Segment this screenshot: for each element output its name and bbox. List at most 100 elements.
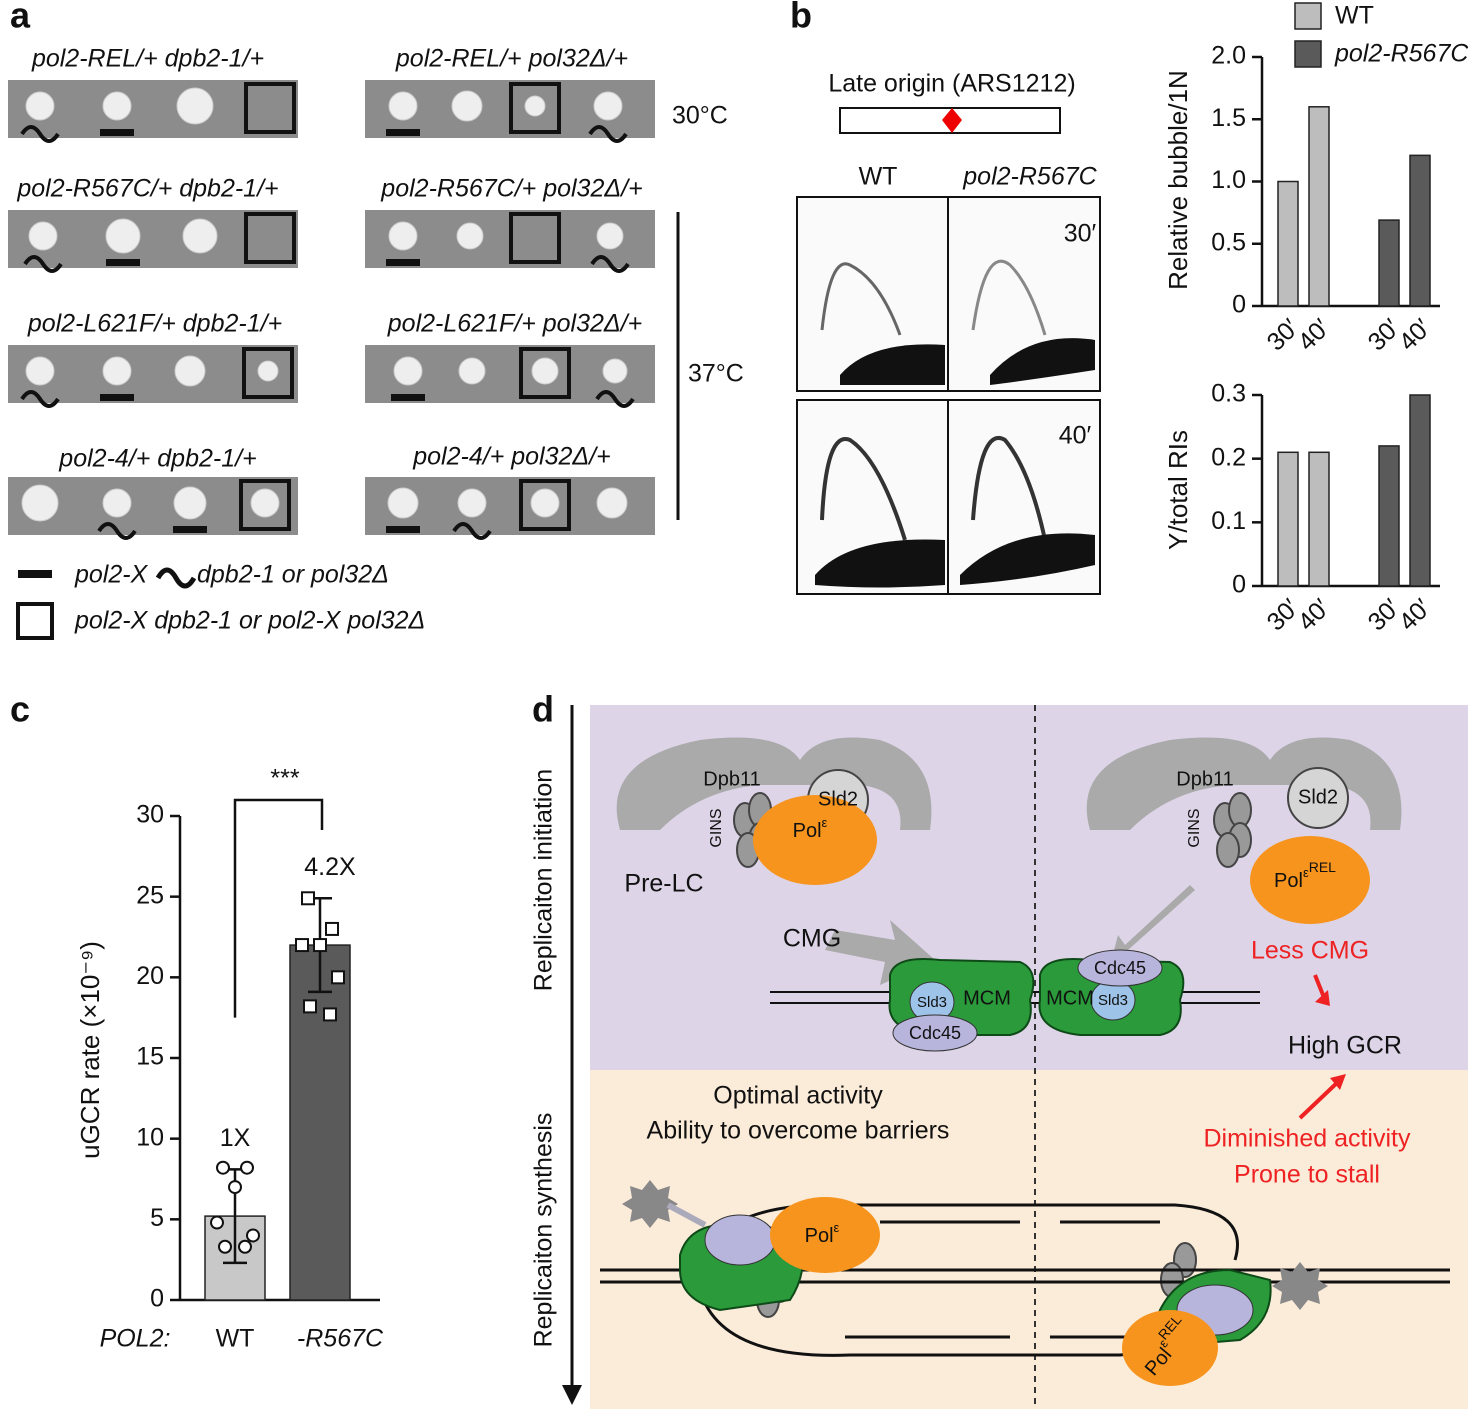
colony [28, 221, 58, 251]
x-tick-label: WT [216, 1325, 255, 1353]
x-tick-label: -R567C [297, 1325, 384, 1353]
data-point [325, 921, 339, 936]
pol: Pol [1274, 870, 1303, 892]
label: Diminished activity [1203, 1125, 1411, 1153]
x-tick-label: 40′ [1394, 313, 1437, 356]
data-point [238, 1239, 252, 1254]
label: Dpb11 [1176, 768, 1233, 790]
colony [102, 356, 132, 386]
dpb2-mark [452, 522, 492, 540]
label: Sld3 [917, 994, 947, 1011]
label: Polε [805, 1220, 840, 1247]
data-point [301, 891, 315, 906]
genotype: pol2-REL/+ dpb2-1/+ [31, 45, 264, 73]
x-tick-label: 40′ [1293, 313, 1336, 356]
y-tick-label: 10 [136, 1123, 164, 1151]
panel-label: c [10, 689, 30, 730]
data-point [295, 938, 309, 953]
colony [25, 91, 55, 121]
data-point [216, 1160, 230, 1175]
legend-label: pol2-R567C [1334, 40, 1468, 68]
pol2-mark [173, 526, 207, 533]
pol2-mark [386, 259, 420, 266]
colony [388, 91, 418, 121]
y-tick-label: 15 [136, 1043, 164, 1071]
legend-text: pol2-X [74, 561, 149, 589]
double-mutant-box [519, 479, 571, 531]
legend-tilde [155, 567, 197, 589]
temperature: 30°C [672, 102, 728, 130]
pol2-mark [100, 129, 134, 136]
pol: Pol [805, 1225, 834, 1247]
y-tick-label: 0.1 [1211, 507, 1246, 535]
data-point [323, 1007, 337, 1022]
label: GINS [708, 808, 725, 847]
data-point [303, 999, 317, 1014]
plate [8, 345, 298, 403]
label: Prone to stall [1234, 1161, 1380, 1189]
dpb2-mark [23, 255, 63, 273]
y-tick-label: 0 [150, 1285, 164, 1313]
map-label: Late origin (ARS1212) [828, 70, 1075, 98]
significance-bracket [233, 798, 324, 1018]
fold-label: 4.2X [304, 853, 356, 881]
colony [388, 221, 418, 251]
y-tick-label: 30 [136, 801, 164, 829]
epsilon: ε [822, 815, 828, 830]
bar [1308, 106, 1330, 307]
label: MCM [1046, 987, 1094, 1009]
double-mutant-box [242, 347, 294, 399]
data-point [210, 1215, 224, 1230]
column-label: WT [859, 163, 898, 191]
genotype: pol2-R567C/+ dpb2-1/+ [16, 175, 278, 203]
colony [387, 487, 419, 519]
colony [531, 357, 559, 385]
pol2-mark [386, 526, 420, 533]
bar [1378, 445, 1400, 587]
temperature: 37°C [688, 360, 744, 388]
colony [250, 488, 280, 518]
colony [456, 222, 484, 250]
label: High GCR [1288, 1032, 1402, 1060]
data-point [228, 1180, 242, 1195]
label: Cdc45 [909, 1023, 961, 1043]
legend-swatch [1294, 2, 1322, 30]
colony [21, 484, 59, 522]
origin [942, 108, 962, 133]
diagram [600, 737, 1450, 1386]
pol: Pol [793, 820, 822, 842]
y-tick-label: 1.0 [1211, 166, 1246, 194]
label: Ability to overcome barriers [647, 1117, 950, 1145]
rel: REL [1309, 859, 1336, 875]
panel-label: b [790, 0, 812, 36]
double-mutant-box [239, 479, 291, 531]
y-tick-label: 0.3 [1211, 380, 1246, 408]
bar [1277, 180, 1299, 307]
legend-bar [18, 570, 52, 578]
y-tick-label: 20 [136, 962, 164, 990]
plate [8, 80, 298, 138]
label: Optimal activity [713, 1082, 883, 1110]
dpb2-mark [97, 522, 137, 540]
colony [102, 488, 132, 518]
data-point [331, 970, 345, 985]
colony [596, 222, 624, 250]
double-mutant-box [509, 82, 561, 134]
label: Sld2 [1298, 786, 1338, 808]
colony [593, 91, 623, 121]
colony [457, 488, 487, 518]
column-label: pol2-R567C [962, 163, 1097, 191]
bar [1378, 219, 1400, 307]
fold-label: 1X [220, 1124, 251, 1152]
epsilon: ε [1303, 865, 1309, 880]
bar [1277, 451, 1299, 587]
x-axis-label: POL2: [100, 1325, 171, 1353]
y-tick-label: 1.5 [1211, 104, 1246, 132]
y-axis-label: Y/total RIs [1163, 430, 1193, 550]
genotype: pol2-4/+ dpb2-1/+ [58, 445, 256, 473]
diagram-labels: Replicaiton initiation Replicaiton synth… [530, 768, 1411, 1380]
timepoint: 30′ [1064, 220, 1097, 248]
epsilon: ε [834, 1220, 840, 1235]
gel [796, 196, 1101, 595]
pol2-mark [391, 394, 425, 401]
